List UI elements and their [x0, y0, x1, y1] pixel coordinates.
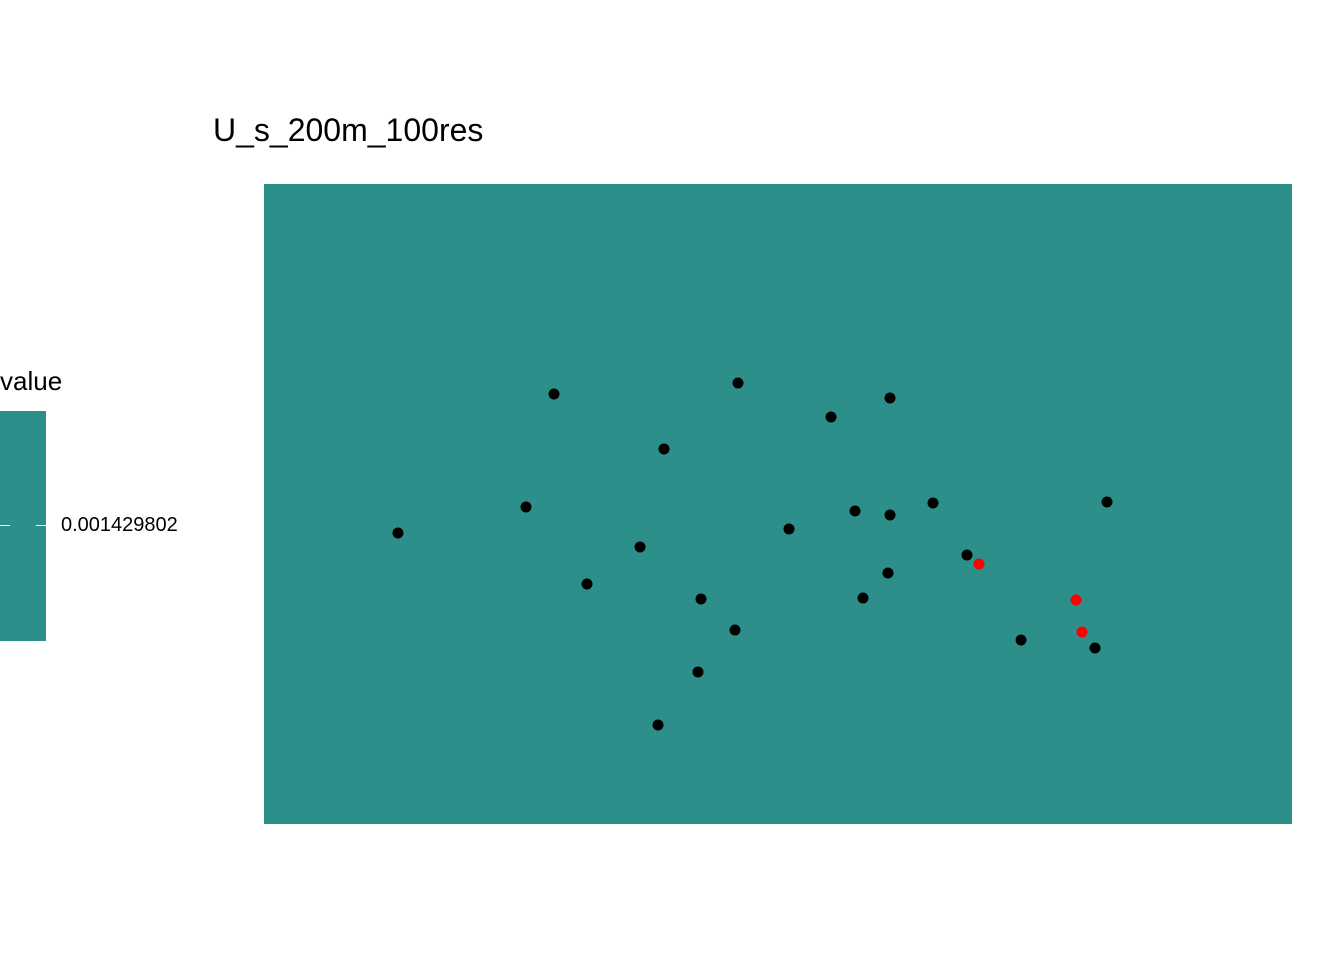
red-point-2	[1076, 626, 1088, 638]
black-point-14	[857, 592, 869, 604]
black-point-10	[732, 377, 744, 389]
black-point-16	[884, 509, 896, 521]
legend-tick-right	[36, 525, 46, 526]
black-point-0	[392, 527, 404, 539]
black-point-21	[1089, 642, 1101, 654]
black-point-22	[1101, 496, 1113, 508]
legend-colorbar	[0, 411, 46, 641]
black-point-7	[692, 666, 704, 678]
chart-title: U_s_200m_100res	[213, 112, 484, 148]
red-point-1	[1070, 594, 1082, 606]
black-point-4	[634, 541, 646, 553]
black-point-1	[520, 501, 532, 513]
raster-fill	[264, 184, 1292, 824]
red-point-0	[973, 558, 985, 570]
legend-title: value	[0, 366, 63, 396]
black-point-2	[548, 388, 560, 400]
black-point-17	[884, 392, 896, 404]
points-layer	[392, 377, 1113, 731]
black-point-11	[783, 523, 795, 535]
legend-tick-label: 0.001429802	[61, 514, 178, 536]
black-point-20	[1015, 634, 1027, 646]
black-point-6	[658, 443, 670, 455]
black-point-5	[652, 719, 664, 731]
black-point-15	[882, 567, 894, 579]
black-point-8	[695, 593, 707, 605]
black-point-18	[927, 497, 939, 509]
black-point-9	[729, 624, 741, 636]
black-point-19	[961, 549, 973, 561]
black-point-3	[581, 578, 593, 590]
legend-tick-left	[0, 525, 10, 526]
black-point-13	[849, 505, 861, 517]
black-point-12	[825, 411, 837, 423]
